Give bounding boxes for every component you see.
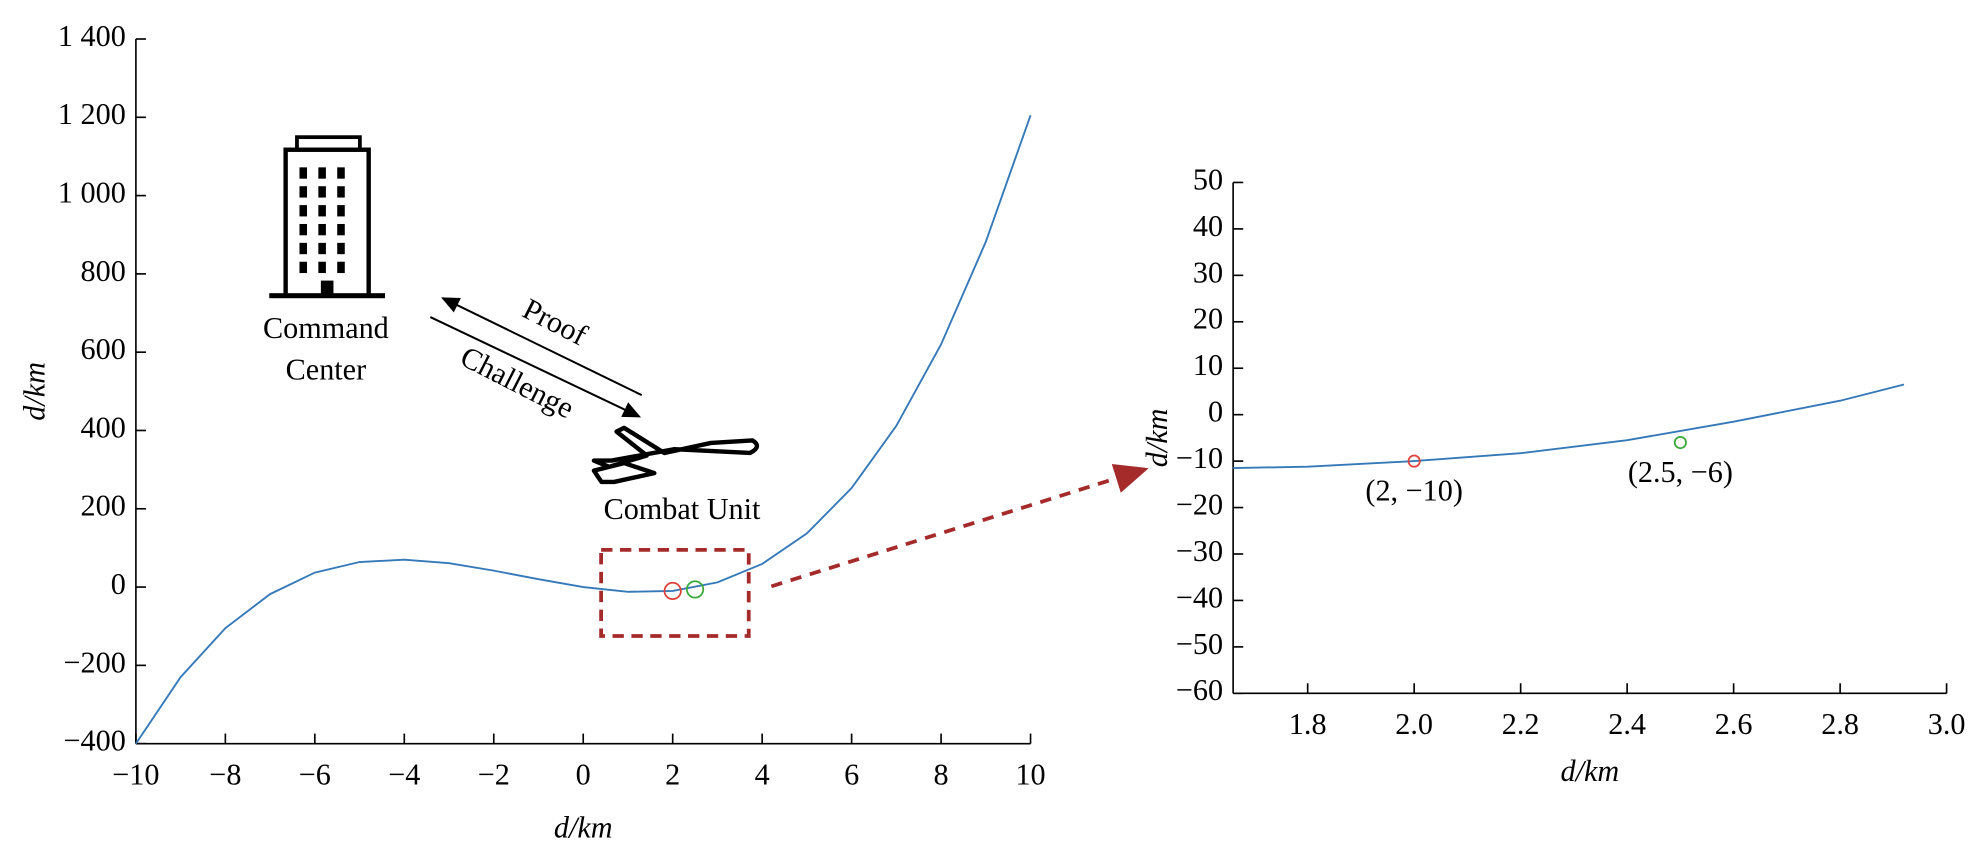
annotation: Proof: [517, 292, 593, 353]
y-tick-label: 1 400: [58, 19, 126, 53]
zoom-arrow: [770, 463, 1149, 589]
x-tick-label: 8: [934, 758, 949, 792]
x-axis-label: d/km: [554, 810, 613, 844]
line-series: [135, 115, 1032, 745]
point-marker: [1407, 454, 1421, 468]
window: [337, 205, 345, 217]
window: [299, 205, 308, 217]
figure-content: Command Center Proof Challenge Combat Un…: [18, 19, 1966, 844]
x-axis-label: d/km: [1561, 754, 1620, 788]
window: [299, 261, 308, 274]
point-label: (2, −10): [1365, 474, 1463, 508]
line-series: [1233, 383, 1905, 470]
window: [318, 223, 326, 236]
y-tick-label: 10: [1193, 348, 1223, 382]
y-tick-label: −200: [64, 645, 126, 679]
window: [318, 261, 326, 274]
point-marker: [663, 581, 682, 601]
x-tick-label: 2.4: [1608, 707, 1646, 741]
x-tick-label: −10: [112, 758, 159, 792]
window: [299, 186, 308, 198]
annotation: Command: [263, 311, 389, 345]
y-tick-label: 0: [111, 567, 126, 601]
y-tick-label: 40: [1193, 209, 1223, 243]
x-tick-label: 1.8: [1289, 707, 1327, 741]
combat-unit-icon: [591, 425, 760, 485]
x-tick-label: 2.0: [1395, 707, 1433, 741]
y-tick-label: 30: [1193, 255, 1223, 289]
y-tick-label: −30: [1176, 534, 1223, 568]
x-tick-label: −4: [388, 758, 420, 792]
window: [337, 223, 345, 236]
window: [299, 242, 308, 255]
y-tick-label: −40: [1176, 580, 1223, 614]
y-tick-label: 400: [81, 410, 126, 444]
window: [318, 242, 326, 255]
window: [318, 205, 326, 217]
point-marker: [1673, 435, 1687, 450]
proof-arrow: [441, 297, 643, 397]
y-tick-label: 800: [81, 254, 126, 288]
y-tick-label: 200: [81, 489, 126, 523]
window: [318, 167, 326, 179]
annotation: Center: [286, 352, 366, 386]
zoom-box: [599, 547, 751, 638]
y-tick-label: 1 200: [58, 97, 126, 131]
x-tick-label: −2: [478, 758, 510, 792]
window: [299, 167, 308, 179]
window: [337, 242, 345, 255]
y-axis-label: d/km: [18, 362, 52, 421]
point-marker: [685, 580, 705, 599]
y-tick-label: −400: [64, 724, 126, 758]
x-tick-label: 10: [1015, 758, 1045, 792]
y-tick-label: −10: [1176, 441, 1223, 475]
x-tick-label: 2.2: [1502, 707, 1540, 741]
x-tick-label: 6: [844, 758, 859, 792]
y-tick-label: −60: [1176, 673, 1223, 707]
x-tick-label: 2.8: [1821, 707, 1859, 741]
y-tick-label: 20: [1193, 302, 1223, 336]
y-tick-label: 0: [1208, 395, 1223, 429]
x-tick-label: 2.6: [1715, 707, 1753, 741]
x-tick-label: −6: [299, 758, 331, 792]
x-tick-label: 2: [665, 758, 680, 792]
x-tick-label: 4: [755, 758, 770, 792]
point-label: (2.5, −6): [1628, 455, 1733, 489]
window: [337, 261, 345, 274]
x-tick-label: 0: [576, 758, 591, 792]
annotation: Challenge: [455, 339, 579, 425]
y-tick-label: 50: [1193, 162, 1223, 196]
window: [299, 223, 308, 236]
door: [320, 280, 334, 296]
annotation: Combat Unit: [604, 492, 761, 526]
challenge-arrow: [429, 316, 642, 418]
window: [318, 186, 326, 198]
y-tick-label: 1 000: [58, 176, 126, 210]
x-tick-label: 3.0: [1928, 707, 1966, 741]
command-center-icon: [269, 135, 386, 299]
y-axis-label: d/km: [1140, 409, 1174, 468]
window: [337, 186, 345, 198]
y-tick-label: 600: [81, 332, 126, 366]
window: [337, 167, 345, 179]
x-tick-label: −8: [209, 758, 241, 792]
y-tick-label: −50: [1176, 627, 1223, 661]
y-tick-label: −20: [1176, 487, 1223, 521]
